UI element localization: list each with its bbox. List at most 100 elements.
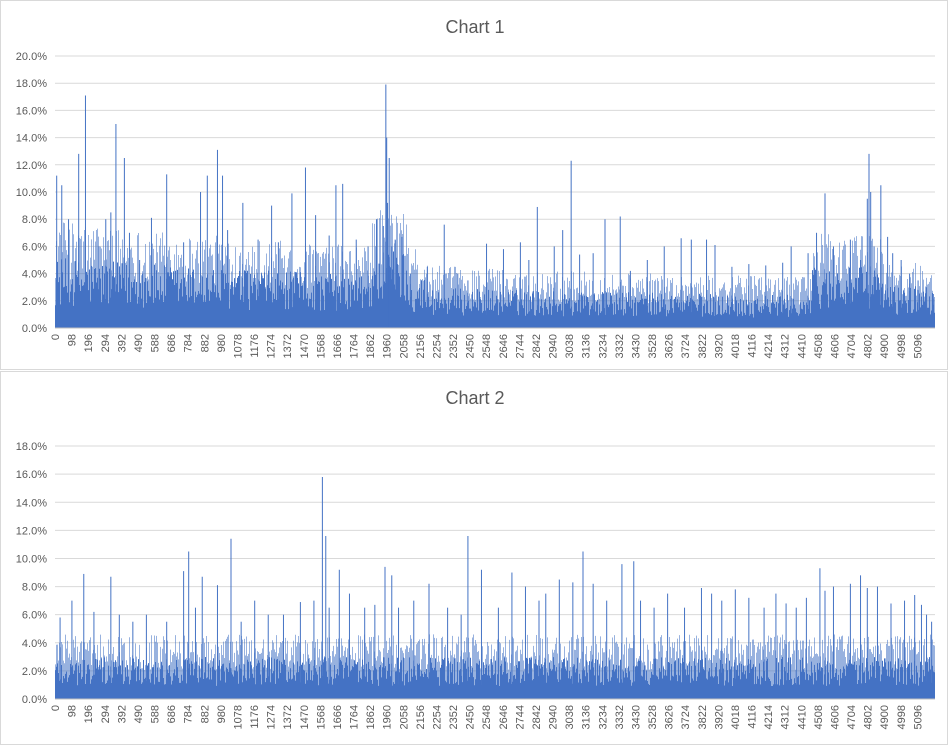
x-tick-label: 3822 xyxy=(697,705,709,729)
y-tick-label: 10.0% xyxy=(16,187,47,199)
x-tick-label: 2352 xyxy=(448,705,460,729)
x-tick-label: 196 xyxy=(83,705,95,723)
x-tick-label: 2156 xyxy=(415,334,427,358)
x-tick-label: 4410 xyxy=(796,334,808,358)
y-tick-label: 4.0% xyxy=(22,638,47,650)
x-tick-label: 4116 xyxy=(747,334,759,358)
x-tick-label: 1862 xyxy=(365,705,377,729)
x-tick-label: 4312 xyxy=(780,705,792,729)
x-tick-label: 98 xyxy=(67,334,79,346)
x-tick-label: 1666 xyxy=(332,334,344,358)
x-tick-label: 4998 xyxy=(896,334,908,358)
x-tick-label: 5096 xyxy=(912,705,924,729)
x-tick-label: 2744 xyxy=(514,334,526,358)
x-tick-label: 3234 xyxy=(597,705,609,729)
x-tick-label: 3822 xyxy=(697,334,709,358)
x-tick-label: 3038 xyxy=(564,705,576,729)
y-tick-label: 0.0% xyxy=(22,694,47,706)
x-tick-label: 2352 xyxy=(448,334,460,358)
x-tick-label: 4018 xyxy=(730,334,742,358)
chart-2-panel: Chart 2 0.0% 2.0% 4.0% 6.0% 8.0% 10.0% 12.0% 14… xyxy=(0,371,948,745)
x-tick-label: 3136 xyxy=(581,705,593,729)
x-tick-label: 1960 xyxy=(382,334,394,358)
x-tick-label: 2254 xyxy=(431,705,443,729)
y-tick-label: 10.0% xyxy=(16,553,47,565)
x-tick-label: 588 xyxy=(150,334,162,352)
x-tick-label: 0 xyxy=(50,705,62,711)
x-tick-label: 196 xyxy=(83,334,95,352)
y-tick-label: 14.0% xyxy=(16,133,47,145)
x-tick-label: 4606 xyxy=(829,705,841,729)
x-tick-label: 294 xyxy=(100,334,112,352)
x-tick-label: 980 xyxy=(216,705,228,723)
x-tick-label: 294 xyxy=(100,705,112,723)
x-tick-label: 588 xyxy=(150,705,162,723)
x-tick-label: 2940 xyxy=(548,334,560,358)
x-tick-label: 4508 xyxy=(813,705,825,729)
x-tick-label: 2058 xyxy=(398,705,410,729)
x-tick-label: 2646 xyxy=(498,334,510,358)
x-tick-label: 4214 xyxy=(763,705,775,729)
x-tick-label: 2548 xyxy=(481,334,493,358)
x-tick-label: 4018 xyxy=(730,705,742,729)
x-tick-label: 4802 xyxy=(863,334,875,358)
chart-1-panel: Chart 1 0.0% 2.0% 4.0% 6.0% 8.0% 10.0% 12.0% 14… xyxy=(0,0,948,370)
x-tick-label: 980 xyxy=(216,334,228,352)
x-tick-label: 4998 xyxy=(896,705,908,729)
x-tick-label: 2254 xyxy=(431,334,443,358)
x-tick-label: 2842 xyxy=(531,334,543,358)
chart-1-svg: Chart 1 0.0% 2.0% 4.0% 6.0% 8.0% 10.0% 12.0% 14… xyxy=(1,1,949,371)
x-tick-label: 4802 xyxy=(863,705,875,729)
x-tick-label: 1372 xyxy=(282,334,294,358)
x-tick-label: 3626 xyxy=(664,334,676,358)
x-tick-label: 3724 xyxy=(680,705,692,729)
x-tick-label: 2156 xyxy=(415,705,427,729)
y-tick-label: 2.0% xyxy=(22,296,47,308)
x-tick-label: 3920 xyxy=(713,705,725,729)
x-tick-label: 3136 xyxy=(581,334,593,358)
x-tick-label: 1372 xyxy=(282,705,294,729)
x-tick-label: 0 xyxy=(50,334,62,340)
x-tick-label: 490 xyxy=(133,705,145,723)
chart-2-title: Chart 2 xyxy=(445,388,504,408)
x-tick-label: 686 xyxy=(166,705,178,723)
y-tick-label: 18.0% xyxy=(16,441,47,453)
x-tick-label: 3430 xyxy=(630,705,642,729)
x-tick-label: 3234 xyxy=(597,334,609,358)
y-tick-label: 16.0% xyxy=(16,105,47,117)
x-tick-label: 784 xyxy=(183,334,195,352)
y-tick-label: 16.0% xyxy=(16,469,47,481)
x-tick-label: 3528 xyxy=(647,334,659,358)
x-tick-label: 1274 xyxy=(266,334,278,358)
x-tick-label: 3332 xyxy=(614,705,626,729)
x-tick-label: 1470 xyxy=(299,705,311,729)
x-tick-label: 2450 xyxy=(465,705,477,729)
x-tick-label: 1960 xyxy=(382,705,394,729)
x-tick-label: 1274 xyxy=(266,705,278,729)
chart-1-title: Chart 1 xyxy=(445,17,504,37)
x-tick-label: 4508 xyxy=(813,334,825,358)
x-tick-label: 392 xyxy=(116,334,128,352)
y-tick-label: 6.0% xyxy=(22,610,47,622)
x-tick-label: 3528 xyxy=(647,705,659,729)
x-tick-label: 2744 xyxy=(514,705,526,729)
x-tick-label: 490 xyxy=(133,334,145,352)
x-tick-label: 4606 xyxy=(829,334,841,358)
x-tick-label: 98 xyxy=(67,705,79,717)
y-tick-label: 6.0% xyxy=(22,241,47,253)
x-tick-label: 5096 xyxy=(912,334,924,358)
x-tick-label: 1568 xyxy=(315,705,327,729)
y-tick-label: 2.0% xyxy=(22,666,47,678)
y-tick-label: 8.0% xyxy=(22,214,47,226)
x-tick-label: 686 xyxy=(166,334,178,352)
chart-2-svg: Chart 2 0.0% 2.0% 4.0% 6.0% 8.0% 10.0% 12.0% 14… xyxy=(1,372,949,746)
x-tick-label: 4116 xyxy=(747,705,759,729)
y-tick-label: 0.0% xyxy=(22,323,47,335)
x-tick-label: 3724 xyxy=(680,334,692,358)
x-tick-label: 4214 xyxy=(763,334,775,358)
y-tick-label: 4.0% xyxy=(22,269,47,281)
x-tick-label: 1176 xyxy=(249,705,261,729)
y-tick-label: 18.0% xyxy=(16,78,47,90)
y-tick-label: 12.0% xyxy=(16,525,47,537)
x-tick-label: 2646 xyxy=(498,705,510,729)
